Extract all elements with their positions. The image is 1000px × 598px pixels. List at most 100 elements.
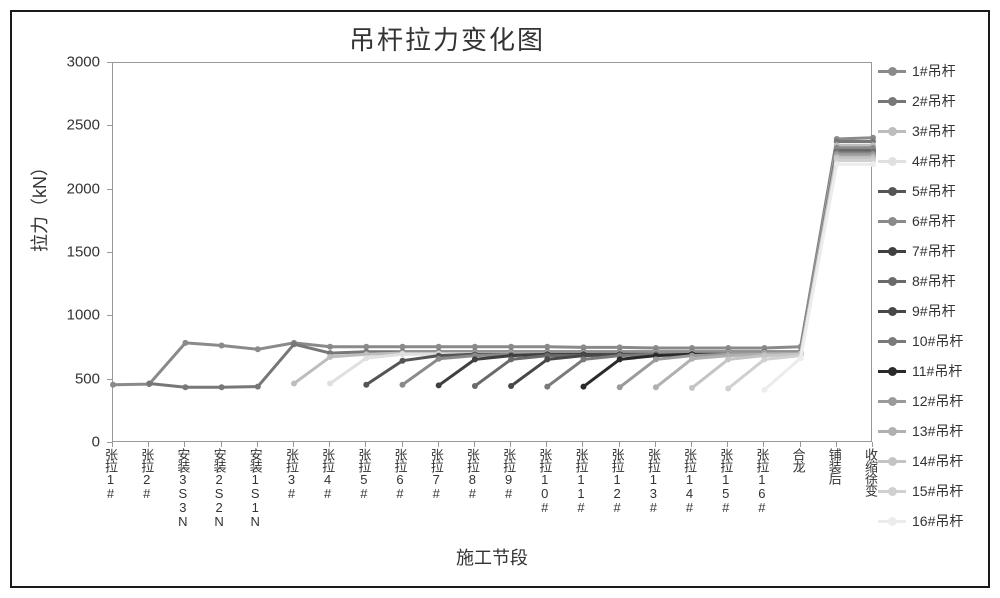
x-tick: 张拉4# <box>321 448 337 500</box>
x-tick: 张拉13# <box>647 448 663 514</box>
x-tick-mark <box>619 442 620 447</box>
series-marker <box>798 355 804 361</box>
legend: 1#吊杆2#吊杆3#吊杆4#吊杆5#吊杆6#吊杆7#吊杆8#吊杆9#吊杆10#吊… <box>878 56 982 536</box>
legend-item: 8#吊杆 <box>878 266 982 296</box>
x-tick: 安装2S2N <box>213 448 229 528</box>
x-tick-mark <box>112 442 113 447</box>
legend-label: 9#吊杆 <box>912 301 956 321</box>
series-marker <box>400 358 406 364</box>
series-marker <box>182 384 188 390</box>
legend-swatch <box>878 250 906 253</box>
legend-swatch <box>878 280 906 283</box>
legend-label: 6#吊杆 <box>912 211 956 231</box>
legend-label: 4#吊杆 <box>912 151 956 171</box>
y-tick: 2000 <box>50 180 100 197</box>
legend-item: 11#吊杆 <box>878 356 982 386</box>
x-tick: 张拉1# <box>104 448 120 500</box>
x-tick-mark <box>438 442 439 447</box>
x-tick: 收缩徐变 <box>864 448 880 496</box>
series-marker <box>291 341 297 347</box>
x-tick-mark <box>329 442 330 447</box>
legend-label: 8#吊杆 <box>912 271 956 291</box>
x-tick-mark <box>257 442 258 447</box>
x-tick-mark <box>800 442 801 447</box>
x-tick: 张拉9# <box>502 448 518 500</box>
series-marker <box>725 356 731 362</box>
series-marker <box>436 382 442 388</box>
legend-item: 14#吊杆 <box>878 446 982 476</box>
legend-swatch <box>878 100 906 103</box>
y-tick-mark <box>107 189 112 190</box>
legend-label: 3#吊杆 <box>912 121 956 141</box>
series-marker <box>508 356 514 362</box>
x-tick-mark <box>510 442 511 447</box>
y-axis-label: 拉力（kN） <box>26 158 52 252</box>
legend-swatch <box>878 340 906 343</box>
x-tick-mark <box>221 442 222 447</box>
legend-swatch <box>878 70 906 73</box>
legend-item: 1#吊杆 <box>878 56 982 86</box>
series-marker <box>400 351 406 357</box>
series-marker <box>725 386 731 392</box>
x-tick: 安装3S3N <box>176 448 192 528</box>
legend-label: 13#吊杆 <box>912 421 963 441</box>
legend-item: 13#吊杆 <box>878 416 982 446</box>
series-marker <box>255 346 261 352</box>
x-tick-mark <box>655 442 656 447</box>
x-tick-mark <box>727 442 728 447</box>
x-tick: 合龙 <box>792 448 808 472</box>
legend-swatch <box>878 220 906 223</box>
chart-svg <box>113 63 873 443</box>
x-tick-mark <box>546 442 547 447</box>
series-marker <box>400 382 406 388</box>
x-tick: 铺装后 <box>828 448 844 484</box>
x-tick-mark <box>836 442 837 447</box>
series-marker <box>255 384 261 390</box>
series-marker <box>508 383 514 389</box>
y-tick-mark <box>107 252 112 253</box>
series-marker <box>363 382 369 388</box>
legend-swatch <box>878 130 906 133</box>
x-tick-mark <box>293 442 294 447</box>
legend-swatch <box>878 190 906 193</box>
x-tick: 张拉2# <box>140 448 156 500</box>
legend-item: 2#吊杆 <box>878 86 982 116</box>
x-axis-label: 施工节段 <box>112 544 872 570</box>
series-marker <box>472 356 478 362</box>
series-marker <box>870 161 876 167</box>
series-marker <box>653 356 659 362</box>
x-tick-mark <box>474 442 475 447</box>
legend-label: 15#吊杆 <box>912 481 963 501</box>
legend-label: 5#吊杆 <box>912 181 956 201</box>
series-marker <box>544 356 550 362</box>
legend-item: 6#吊杆 <box>878 206 982 236</box>
series-marker <box>327 354 333 360</box>
legend-swatch <box>878 400 906 403</box>
legend-swatch <box>878 160 906 163</box>
x-tick: 张拉10# <box>538 448 554 514</box>
legend-label: 14#吊杆 <box>912 451 963 471</box>
series-marker <box>653 384 659 390</box>
legend-swatch <box>878 370 906 373</box>
series-marker <box>363 355 369 361</box>
series-marker <box>472 383 478 389</box>
x-tick-mark <box>148 442 149 447</box>
series-marker <box>761 387 767 393</box>
series-marker <box>834 161 840 167</box>
series-marker <box>617 384 623 390</box>
legend-swatch <box>878 430 906 433</box>
legend-label: 16#吊杆 <box>912 511 963 531</box>
x-tick: 张拉5# <box>357 448 373 500</box>
x-tick-mark <box>582 442 583 447</box>
y-tick: 1500 <box>50 244 100 261</box>
legend-item: 10#吊杆 <box>878 326 982 356</box>
x-tick-mark <box>763 442 764 447</box>
series-marker <box>110 382 116 388</box>
legend-label: 12#吊杆 <box>912 391 963 411</box>
x-tick: 张拉15# <box>719 448 735 514</box>
x-tick-mark <box>184 442 185 447</box>
y-tick: 3000 <box>50 54 100 71</box>
y-tick-mark <box>107 62 112 63</box>
legend-item: 4#吊杆 <box>878 146 982 176</box>
legend-swatch <box>878 520 906 523</box>
